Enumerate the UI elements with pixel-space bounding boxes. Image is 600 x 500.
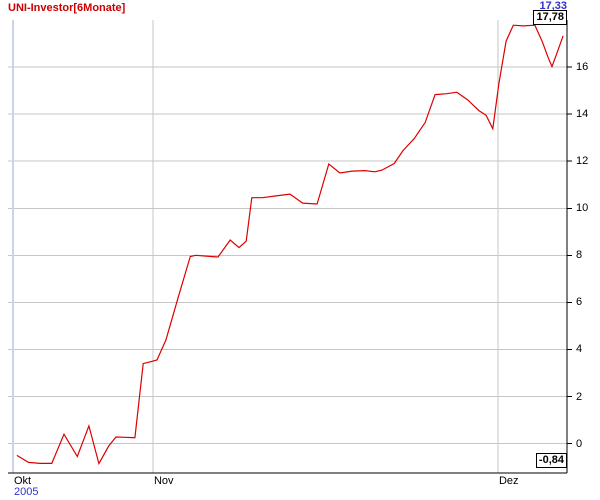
chart-title: UNI-Investor[6Monate]: [8, 2, 126, 14]
y-axis-label: 6: [576, 296, 583, 309]
high-value-box: 17,78: [533, 10, 567, 26]
price-line: [16, 24, 564, 466]
y-axis-label: 14: [576, 108, 589, 121]
x-axis-label-nov: Nov: [153, 475, 174, 487]
x-axis-label-okt: Okt: [14, 475, 32, 487]
low-value-box: -0,84: [535, 453, 567, 469]
y-axis-label: 4: [576, 343, 583, 356]
y-axis-label: 12: [576, 155, 589, 168]
y-axis-label: 0: [576, 437, 583, 450]
x-axis-label-dez: Dez: [498, 475, 519, 487]
y-axis-label: 8: [576, 249, 583, 262]
y-axis-label: 2: [576, 390, 583, 403]
x-axis-year-label: 2005: [14, 486, 39, 498]
last-value-label: 17,33: [539, 0, 567, 12]
y-axis-label: 10: [576, 202, 589, 215]
y-axis-label: 16: [576, 61, 589, 74]
